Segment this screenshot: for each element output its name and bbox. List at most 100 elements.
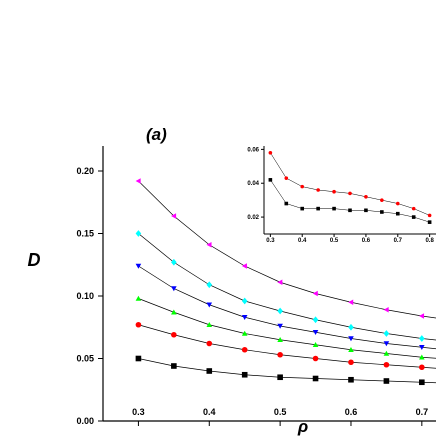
data-point-3-1 (171, 309, 177, 315)
inset-data-point-1-5 (348, 208, 352, 213)
inset-data-point-0-8 (395, 201, 400, 206)
data-point-1-4 (277, 307, 283, 315)
data-point-1-2 (206, 281, 213, 289)
y-tick-label: 0.05 (76, 354, 94, 364)
inset-data-point-1-7 (380, 210, 384, 214)
inset-data-point-1-10 (427, 220, 432, 224)
y-tick-label: 0.10 (76, 291, 94, 301)
series-line-1 (138, 233, 436, 341)
y-tick-label: 0.00 (76, 416, 94, 426)
x-axis-title: ρ (297, 417, 308, 436)
series-line-5 (138, 358, 436, 384)
y-tick-label: 0.15 (76, 229, 94, 239)
data-point-5-8 (419, 379, 425, 386)
inset-data-point-1-6 (364, 208, 368, 213)
data-point-1-8 (419, 335, 425, 342)
inset-x-tick-label: 0.7 (394, 238, 403, 244)
data-point-3-2 (206, 321, 213, 327)
main-plot: 0.3 0.4 0.5 0.6 0.70.000.050.100.150.20 D ρ … (28, 125, 436, 436)
data-point-0-2 (206, 241, 212, 248)
data-point-0-1 (171, 213, 177, 219)
inset-plot: 0.3 0.4 0.5 0.6 0.7 0.8 0.02 0.04 0.06 (247, 146, 436, 244)
data-point-2-1 (171, 286, 177, 292)
series-line-2 (138, 265, 436, 350)
data-point-2-5 (312, 330, 319, 336)
inset-data-point-0-5 (348, 191, 352, 196)
data-point-0-8 (419, 313, 425, 319)
inset-x-tick-label: 0.4 (298, 238, 307, 244)
data-point-5-3 (241, 371, 248, 378)
inset-data-point-1-4 (332, 206, 336, 211)
data-point-0-7 (383, 306, 389, 313)
inset-x-tick-label: 0.3 (266, 238, 275, 244)
data-point-0-4 (277, 279, 283, 286)
inset-data-point-0-0 (268, 150, 273, 155)
data-point-3-7 (383, 350, 390, 356)
data-point-4-5 (312, 355, 319, 362)
data-point-3-3 (241, 330, 248, 336)
inset-data-point-1-9 (411, 215, 416, 219)
data-point-1-7 (383, 330, 390, 337)
data-point-5-4 (277, 374, 283, 381)
data-point-3-5 (312, 341, 319, 347)
series-line-3 (138, 298, 436, 359)
data-point-2-2 (206, 302, 213, 308)
inset-ticks-group: 0.3 0.4 0.5 0.6 0.7 0.8 0.02 0.04 0.06 (247, 147, 434, 244)
data-point-1-5 (312, 316, 319, 324)
data-point-1-1 (171, 258, 177, 266)
data-point-5-6 (348, 376, 354, 383)
x-tick-label: 0.3 (132, 407, 145, 417)
data-point-1-0 (135, 230, 142, 237)
inset-y-tick-label: 0.06 (247, 147, 259, 153)
inset-x-tick-label: 0.6 (362, 238, 371, 244)
data-point-4-0 (135, 321, 142, 328)
main-series-group (135, 178, 436, 386)
series-line-4 (138, 324, 436, 369)
inset-data-point-1-2 (300, 206, 305, 211)
inset-data-point-0-2 (300, 184, 305, 189)
data-point-5-2 (206, 368, 213, 374)
inset-data-point-1-8 (395, 211, 400, 216)
data-point-2-8 (419, 345, 425, 351)
data-point-0-6 (348, 299, 354, 306)
data-point-3-0 (135, 295, 142, 301)
data-point-4-6 (348, 359, 354, 366)
data-point-4-1 (171, 331, 177, 338)
main-ticks-group: 0.3 0.4 0.5 0.6 0.7 0.00 0.05 0.10 0.15 0.20 (76, 166, 428, 426)
data-point-2-0 (135, 263, 142, 269)
x-tick-label: 0.5 (274, 407, 287, 417)
inset-data-point-0-7 (380, 198, 384, 202)
inset-data-point-1-1 (284, 201, 289, 206)
data-point-1-6 (348, 323, 354, 331)
data-point-5-0 (135, 355, 142, 362)
data-point-2-4 (277, 323, 283, 329)
inset-data-point-0-10 (427, 213, 432, 218)
data-point-0-3 (241, 263, 247, 269)
data-point-5-1 (171, 363, 177, 369)
inset-data-point-0-1 (284, 176, 289, 180)
data-point-3-8 (419, 354, 425, 360)
inset-data-point-0-6 (364, 194, 368, 199)
x-tick-label: 0.6 (345, 407, 358, 417)
data-point-4-3 (241, 346, 248, 353)
x-tick-label: 0.4 (203, 407, 216, 417)
data-point-1-3 (241, 297, 248, 305)
inset-y-tick-label: 0.04 (247, 181, 259, 187)
inset-data-point-0-4 (332, 189, 336, 194)
inset-x-tick-label: 0.5 (330, 238, 339, 244)
data-point-5-5 (312, 375, 319, 382)
data-point-5-7 (383, 378, 390, 384)
panel-label: (a) (146, 125, 167, 144)
inset-x-tick-label: 0.8 (425, 238, 434, 244)
data-point-2-6 (348, 336, 354, 342)
data-point-0-5 (312, 290, 318, 297)
data-point-4-2 (206, 340, 213, 347)
inset-data-point-0-9 (411, 206, 416, 211)
data-point-4-4 (277, 351, 283, 358)
data-point-3-6 (348, 346, 354, 352)
data-point-0-0 (135, 178, 141, 184)
data-point-4-7 (383, 361, 390, 368)
inset-background (250, 146, 436, 234)
x-tick-label: 0.7 (416, 407, 429, 417)
